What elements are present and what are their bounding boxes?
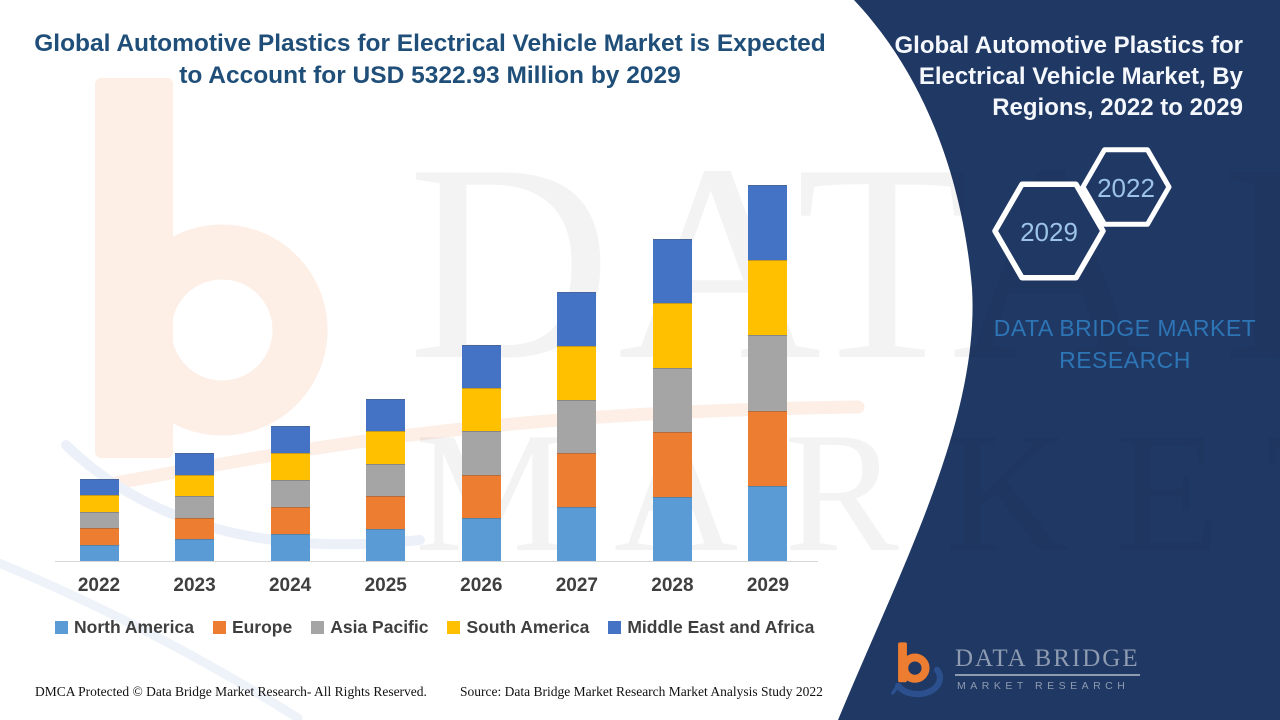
- x-axis-label: 2026: [460, 575, 503, 596]
- bar-segment-asia-pacific: [79, 511, 119, 529]
- bar-segment-europe: [175, 517, 215, 540]
- legend-swatch: [55, 621, 68, 634]
- bar-segment-asia-pacific: [175, 496, 215, 518]
- bar-segment-europe: [748, 410, 788, 486]
- legend-label: Europe: [231, 617, 293, 637]
- side-panel-title: Global Automotive Plastics for Electrica…: [894, 32, 1243, 121]
- hexagon-label-2022: 2022: [1097, 173, 1155, 203]
- bar-segment-europe: [270, 507, 310, 535]
- x-axis-label: 2027: [555, 575, 598, 596]
- legend-item-north-america: North America: [55, 617, 194, 638]
- legend-item-south-america: South America: [447, 617, 589, 638]
- x-axis-line: [55, 561, 818, 562]
- legend-item-europe: Europe: [212, 617, 293, 638]
- bar-segment-south-america: [748, 260, 788, 336]
- x-axis-label: 2028: [651, 575, 694, 596]
- bar-segment-south-america: [652, 303, 692, 368]
- bar-segment-south-america: [366, 431, 406, 464]
- bar-segment-asia-pacific: [366, 463, 406, 497]
- chart-title: Global Automotive Plastics for Electrica…: [34, 30, 826, 89]
- legend-swatch: [447, 621, 461, 634]
- bar-segment-middle-east-and-africa: [366, 399, 406, 432]
- bar-segment-south-america: [79, 495, 119, 512]
- x-axis-label: 2025: [364, 575, 407, 596]
- legend-item-middle-east-and-africa: Middle East and Africa: [608, 617, 814, 638]
- bar-segment-europe: [79, 528, 119, 545]
- logo-wordmark: DATA BRIDGE: [955, 645, 1140, 676]
- bar-segment-south-america: [461, 388, 501, 432]
- bar-segment-north-america: [79, 544, 119, 561]
- bar-segment-asia-pacific: [270, 480, 310, 508]
- bar-segment-north-america: [366, 528, 406, 561]
- bar-segment-south-america: [270, 453, 310, 481]
- logo-b-icon: [891, 642, 944, 698]
- panel-brand-text: DATA BRIDGE MARKET RESEARCH: [993, 315, 1257, 373]
- x-axis-label: 2023: [173, 575, 216, 596]
- source-notice: Source: Data Bridge Market Research Mark…: [460, 684, 823, 699]
- bar-segment-middle-east-and-africa: [652, 239, 692, 304]
- chart-plot: [55, 161, 800, 561]
- bar-segment-asia-pacific: [461, 431, 501, 475]
- bar-segment-middle-east-and-africa: [79, 479, 119, 496]
- bar-segment-north-america: [461, 517, 501, 561]
- bar-segment-middle-east-and-africa: [557, 292, 597, 346]
- bar-segment-europe: [557, 453, 597, 508]
- company-logo: DATA BRIDGE MARKET RESEARCH: [891, 634, 1221, 706]
- bar-segment-europe: [366, 496, 406, 529]
- chart-legend: North America Europe Asia Pacific South Ame…: [55, 617, 833, 638]
- legend-swatch: [608, 621, 622, 634]
- bar-segment-north-america: [175, 539, 215, 561]
- x-axis-label: 2022: [77, 575, 121, 596]
- legend-label: Middle East and Africa: [627, 617, 815, 637]
- bar-segment-asia-pacific: [652, 367, 692, 433]
- bar-segment-europe: [461, 474, 501, 518]
- x-axis-label: 2024: [268, 575, 312, 596]
- bar-segment-middle-east-and-africa: [748, 185, 788, 261]
- bar-segment-north-america: [270, 534, 310, 561]
- bar-segment-middle-east-and-africa: [270, 426, 310, 454]
- legend-swatch: [311, 621, 325, 634]
- bar-segment-asia-pacific: [557, 399, 597, 454]
- legend-label: South America: [466, 617, 590, 637]
- bar-segment-south-america: [175, 474, 215, 497]
- legend-swatch: [212, 621, 226, 634]
- bar-segment-europe: [652, 432, 692, 497]
- bar-segment-middle-east-and-africa: [175, 453, 215, 475]
- hexagon-label-2029: 2029: [1020, 217, 1078, 247]
- dmca-notice: DMCA Protected © Data Bridge Market Rese…: [35, 684, 427, 699]
- bar-segment-north-america: [557, 507, 597, 561]
- bar-segment-north-america: [652, 496, 692, 561]
- bar-segment-south-america: [557, 345, 597, 400]
- bar-segment-asia-pacific: [748, 335, 788, 411]
- logo-subtext: MARKET RESEARCH: [957, 680, 1130, 692]
- bar-segment-north-america: [748, 485, 788, 561]
- x-axis-labels: 2022 2023 2024 2025 2026 2027 2028 2029: [55, 575, 800, 599]
- legend-item-asia-pacific: Asia Pacific: [311, 617, 428, 638]
- legend-label: North America: [74, 617, 194, 637]
- x-axis-label: 2029: [746, 575, 790, 596]
- bar-segment-middle-east-and-africa: [461, 345, 501, 389]
- legend-label: Asia Pacific: [330, 617, 429, 637]
